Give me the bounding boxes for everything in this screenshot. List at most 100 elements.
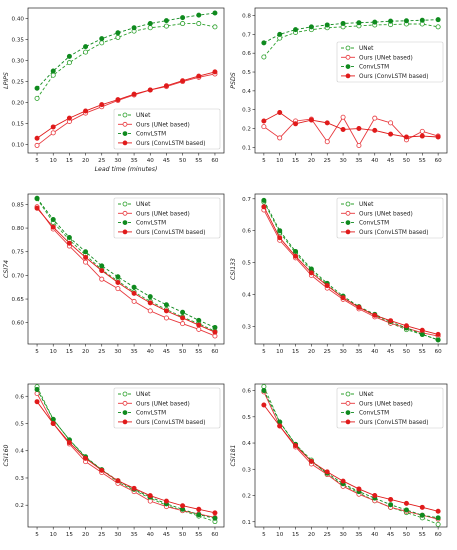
data-point-ours_convlstm [34, 399, 40, 405]
data-point-ours_unet [372, 115, 378, 121]
x-tick-label: 15 [66, 158, 74, 164]
chart-panel-1: 5 10 15 20 25 30 35 40 45 50 55 60 0.1 0.2 0.3 0.4 0.5 0.… [230, 7, 448, 164]
data-point-ours_convlstm [115, 478, 121, 484]
data-point-ours_convlstm [212, 510, 218, 516]
data-point-ours_convlstm [435, 508, 441, 514]
legend-marker-unet [122, 112, 128, 118]
y-tick-label: 0.2 [15, 503, 24, 509]
data-point-ours_convlstm [372, 312, 378, 318]
data-point-ours_unet [163, 315, 169, 321]
data-point-ours_unet [180, 321, 186, 327]
data-point-convlstm [180, 309, 186, 315]
y-tick-label: 0.40 [12, 17, 25, 23]
data-point-ours_convlstm [372, 493, 378, 499]
data-point-ours_convlstm [388, 318, 394, 324]
data-point-convlstm [419, 512, 425, 518]
legend-marker-ours_convlstm [345, 419, 351, 425]
data-point-ours_convlstm [324, 469, 330, 475]
data-point-convlstm [293, 248, 299, 254]
data-point-ours_convlstm [419, 504, 425, 510]
x-tick-label: 20 [82, 532, 90, 538]
data-point-convlstm [115, 30, 121, 36]
x-tick-label: 55 [419, 349, 427, 355]
data-point-ours_convlstm [180, 78, 186, 84]
y-tick-label: 0.7 [242, 197, 251, 203]
data-point-convlstm [308, 24, 314, 30]
data-point-convlstm [356, 20, 362, 26]
y-tick-label: 0.75 [12, 250, 25, 256]
series-line-ours_unet [36, 206, 216, 337]
x-tick-label: 35 [131, 158, 139, 164]
data-point-convlstm [66, 235, 72, 241]
data-point-convlstm [372, 19, 378, 25]
data-point-ours_unet [196, 326, 202, 332]
x-tick-label: 45 [163, 349, 171, 355]
legend-label: ConvLSTM [359, 411, 389, 417]
y-tick-label: 0.15 [12, 122, 25, 128]
data-point-ours_convlstm [388, 496, 394, 502]
y-tick-label: 0.3 [242, 324, 251, 330]
data-point-ours_convlstm [277, 423, 283, 429]
data-point-ours_convlstm [277, 110, 283, 116]
data-point-convlstm [435, 337, 441, 343]
y-tick-label: 0.2 [242, 494, 251, 500]
data-point-unet [50, 72, 56, 78]
legend-marker-ours_convlstm [122, 419, 128, 425]
data-point-ours_unet [261, 124, 267, 130]
y-tick-label: 0.2 [242, 127, 251, 133]
data-point-ours_unet [83, 259, 89, 265]
data-point-unet [34, 95, 40, 101]
legend-marker-ours_unet [122, 210, 128, 216]
data-point-ours_unet [340, 114, 346, 120]
data-point-convlstm [419, 17, 425, 23]
series-line-ours_convlstm [36, 401, 216, 514]
legend: UNet Ours (UNet based) ConvLSTM Ours (ConvL… [113, 197, 221, 239]
y-tick-label: 0.3 [15, 476, 24, 482]
legend-marker-ours_unet [345, 400, 351, 406]
data-point-convlstm [403, 507, 409, 513]
x-tick-label: 60 [435, 532, 443, 538]
series-line-unet [36, 198, 216, 332]
y-tick-label: 0.4 [242, 441, 251, 447]
x-tick-label: 60 [435, 158, 443, 164]
x-tick-label: 25 [98, 158, 106, 164]
data-point-ours_convlstm [403, 134, 409, 140]
data-point-convlstm [435, 17, 441, 23]
data-point-unet [115, 34, 121, 40]
legend-marker-convlstm [345, 220, 351, 226]
data-point-ours_convlstm [340, 295, 346, 301]
y-axis-label: PSDS [230, 72, 237, 88]
data-point-ours_convlstm [147, 300, 153, 306]
legend-label: ConvLSTM [359, 221, 389, 227]
data-point-convlstm [340, 20, 346, 26]
data-point-convlstm [388, 502, 394, 508]
x-tick-label: 50 [403, 349, 411, 355]
x-tick-label: 10 [50, 349, 58, 355]
x-tick-label: 50 [179, 158, 187, 164]
x-tick-label: 30 [114, 532, 122, 538]
data-point-ours_convlstm [99, 268, 105, 274]
x-tick-label: 60 [211, 532, 219, 538]
data-point-ours_convlstm [356, 486, 362, 492]
x-tick-label: 30 [340, 158, 348, 164]
data-point-ours_unet [99, 276, 105, 282]
x-tick-label: 40 [147, 158, 155, 164]
y-tick-label: 0.25 [12, 80, 25, 86]
series-line-convlstm [263, 200, 439, 341]
legend-marker-ours_convlstm [345, 229, 351, 235]
legend-label: UNet [136, 202, 151, 208]
chart-panel-5: 5 10 15 20 25 30 35 40 45 50 55 60 0.1 0.2 0.3 0.4 0.5 0.… [230, 383, 448, 538]
y-tick-label: 0.5 [15, 421, 24, 427]
data-point-convlstm [99, 263, 105, 269]
x-tick-label: 35 [355, 158, 363, 164]
data-point-convlstm [293, 27, 299, 33]
data-point-convlstm [83, 249, 89, 255]
data-point-ours_convlstm [388, 131, 394, 137]
data-point-ours_convlstm [131, 91, 137, 97]
data-point-convlstm [115, 274, 121, 280]
x-tick-label: 40 [147, 532, 155, 538]
x-tick-label: 45 [163, 532, 171, 538]
legend-label: ConvLSTM [359, 65, 389, 71]
data-point-ours_convlstm [293, 121, 299, 127]
x-tick-label: 60 [211, 158, 219, 164]
